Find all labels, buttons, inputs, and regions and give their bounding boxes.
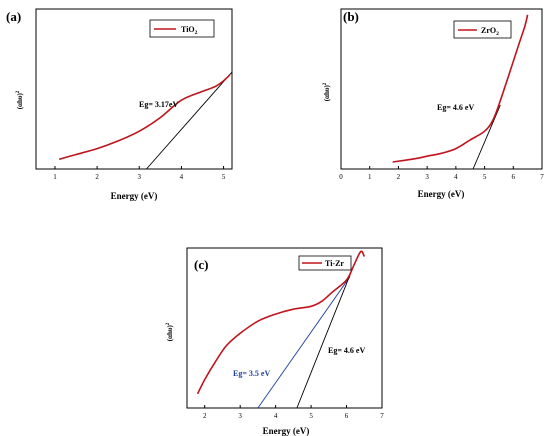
panel-a-series-line (58, 74, 231, 161)
panel-c-letter: (c) (194, 257, 208, 272)
panel-b-x-tick-label-5: 5 (483, 173, 487, 181)
panel-c-fit-line-0 (257, 276, 351, 409)
panel-c-eg-blue-annotation: Eg= 3.5 eV (233, 369, 270, 378)
panel-a: (a) 1 2 3 4 5 TiO2 Eg= 3.17eV Energy (eV) (α… (6, 8, 233, 201)
panel-c-plot-frame (186, 247, 383, 409)
panel-b-fit-line-0 (472, 104, 501, 170)
panel-c-x-tick-label-6: 6 (345, 412, 349, 420)
panel-a-fit-lines (146, 71, 233, 170)
panel-a-x-tick-label-2: 2 (95, 173, 99, 181)
panel-b-x-tick-label-7: 7 (540, 173, 544, 181)
panel-a-legend: TiO2 (149, 19, 215, 38)
panel-c-x-ticks: 2 3 4 5 6 7 (203, 405, 384, 420)
panel-b-x-tick-label-2: 2 (397, 173, 401, 181)
panel-a-x-tick-label-5: 5 (222, 173, 226, 181)
panel-c-legend-label: Ti-Zr (325, 259, 344, 268)
panel-b-legend: ZrO2 (453, 20, 512, 39)
panel-b-plot-frame (340, 8, 543, 170)
panel-c: (c) 2 3 4 5 6 7 Ti-Zr Eg= 3.5 eV Eg= 4.6 eV E… (166, 247, 384, 436)
panel-c-x-tick-label-5: 5 (309, 412, 313, 420)
panel-b-legend-label: ZrO2 (481, 26, 499, 37)
panel-b-x-axis-title: Energy (eV) (418, 189, 465, 199)
panel-c-x-tick-label-7: 7 (380, 412, 384, 420)
panel-b-x-tick-label-0: 0 (339, 173, 343, 181)
panel-b-x-ticks: 0 1 2 3 4 5 6 7 (339, 166, 544, 181)
panel-c-legend: Ti-Zr (298, 255, 352, 271)
panel-c-fit-line-1 (296, 265, 355, 409)
panel-a-y-axis-title: (αhυ)2 (16, 90, 24, 109)
panel-b-letter: (b) (343, 9, 359, 24)
panel-c-x-tick-label-2: 2 (203, 412, 207, 420)
panel-a-x-tick-label-3: 3 (138, 173, 142, 181)
panel-a-x-tick-label-4: 4 (180, 173, 184, 181)
panel-b-eg-annotation: Eg= 4.6 eV (437, 103, 474, 112)
panel-b-y-axis-title: (αhυ)2 (323, 82, 331, 101)
panel-b-x-tick-label-1: 1 (368, 173, 372, 181)
panel-c-x-axis-title: Energy (eV) (263, 426, 310, 436)
panel-b-fit-lines (472, 104, 501, 170)
panel-c-x-tick-label-4: 4 (274, 412, 278, 420)
panel-c-series-line (196, 250, 366, 395)
panel-a-x-axis-title: Energy (eV) (111, 191, 158, 201)
panel-a-fit-line-0 (146, 71, 233, 170)
panel-b-x-tick-label-4: 4 (454, 173, 458, 181)
panel-c-legend-box (298, 255, 352, 271)
panel-b-x-tick-label-6: 6 (512, 173, 516, 181)
panel-b: (b) 0 1 2 3 4 5 6 7 ZrO2 Eg= 4.6 eV Energy (eV)… (323, 8, 544, 199)
panel-c-fit-lines (257, 265, 355, 409)
panel-a-plot-frame (35, 8, 233, 170)
panel-a-x-tick-label-1: 1 (53, 173, 57, 181)
panel-a-legend-label: TiO2 (181, 25, 198, 36)
panel-a-eg-annotation: Eg= 3.17eV (139, 100, 178, 109)
panel-b-legend-box (453, 20, 512, 39)
panel-b-x-tick-label-3: 3 (425, 173, 429, 181)
panel-a-letter: (a) (6, 9, 21, 24)
panel-a-x-ticks: 1 2 3 4 5 (53, 166, 226, 181)
panel-c-x-tick-label-3: 3 (238, 412, 242, 420)
panel-c-y-axis-title: (αhυ)2 (166, 322, 174, 341)
panel-c-eg-black-annotation: Eg= 4.6 eV (328, 346, 365, 355)
panel-b-series-line (392, 14, 529, 163)
panel-a-legend-box (149, 19, 215, 38)
